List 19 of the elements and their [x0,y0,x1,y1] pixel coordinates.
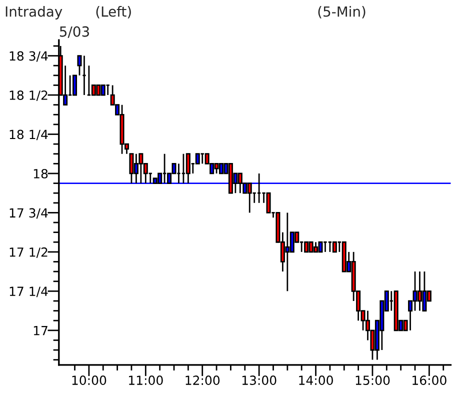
text: 5/03 [60,26,89,38]
x-tick-label: 12:00 [186,376,220,385]
x-tick-label: 10:00 [72,376,106,385]
y-tick-label: 18 3/4 [10,51,48,62]
y-tick-label: 17 3/4 [10,208,48,219]
text: (Left) [96,6,131,18]
x-tick-label: 15:00 [356,376,390,385]
x-tick-label: 16:00 [412,376,446,385]
x-tick-label: 13:00 [242,376,276,385]
text: (5-Min) [318,6,366,18]
y-tick-label: 17 1/2 [10,247,48,258]
y-tick-label: 18 [34,168,48,178]
x-tick-label: 11:00 [129,376,163,385]
y-tick-label: 17 1/4 [10,286,48,298]
chart-title: Intraday [6,6,62,20]
y-tick-label: 18 1/2 [10,90,48,101]
y-tick-label: 17 [34,326,48,336]
y-tick-label: 18 1/4 [10,130,48,140]
x-tick-label: 14:00 [299,376,333,385]
